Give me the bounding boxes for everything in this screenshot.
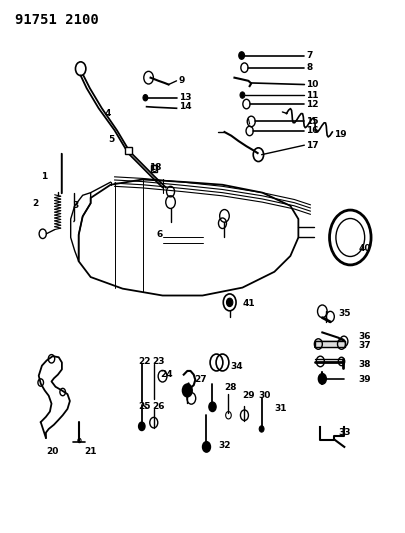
Text: 28: 28	[224, 383, 237, 392]
Circle shape	[240, 92, 245, 98]
Text: 30: 30	[258, 391, 271, 400]
Circle shape	[139, 422, 145, 431]
Circle shape	[239, 52, 245, 59]
Text: 8: 8	[306, 63, 313, 72]
Text: 7: 7	[306, 51, 313, 60]
Text: 37: 37	[358, 341, 371, 350]
Text: 12: 12	[306, 100, 319, 109]
Text: 41: 41	[243, 299, 255, 308]
Text: 40: 40	[358, 244, 371, 253]
Text: 10: 10	[306, 80, 319, 89]
Text: 29: 29	[243, 391, 255, 400]
Circle shape	[143, 94, 148, 101]
Text: 20: 20	[46, 447, 58, 456]
Text: 36: 36	[358, 332, 371, 341]
FancyBboxPatch shape	[151, 165, 158, 172]
Circle shape	[202, 442, 211, 452]
Text: 16: 16	[306, 126, 319, 135]
Circle shape	[259, 426, 264, 432]
Text: 32: 32	[218, 441, 231, 450]
Text: 18: 18	[149, 163, 161, 172]
Text: 25: 25	[139, 402, 151, 411]
Text: 26: 26	[153, 402, 165, 411]
Text: 33: 33	[338, 428, 351, 437]
Circle shape	[209, 402, 216, 411]
Text: 23: 23	[153, 357, 165, 366]
Text: 39: 39	[358, 375, 371, 384]
Text: 21: 21	[85, 447, 97, 456]
Circle shape	[183, 384, 192, 397]
FancyBboxPatch shape	[126, 147, 132, 154]
Text: 19: 19	[334, 130, 347, 139]
Text: 17: 17	[306, 141, 319, 150]
FancyBboxPatch shape	[315, 342, 345, 346]
Text: 35: 35	[338, 310, 351, 319]
Text: 15: 15	[306, 117, 319, 126]
Text: 22: 22	[139, 357, 151, 366]
Text: 4: 4	[104, 109, 111, 118]
Circle shape	[318, 374, 326, 384]
Text: 5: 5	[109, 135, 115, 144]
Text: 6: 6	[157, 230, 163, 239]
Text: 91751 2100: 91751 2100	[15, 13, 98, 27]
Text: 14: 14	[179, 102, 191, 111]
Text: 1: 1	[41, 172, 47, 181]
Circle shape	[226, 298, 233, 306]
Text: 3: 3	[72, 201, 79, 211]
Text: 24: 24	[160, 370, 173, 379]
Text: 9: 9	[179, 76, 185, 85]
Text: 38: 38	[358, 360, 371, 369]
Text: 31: 31	[275, 405, 287, 414]
Text: 2: 2	[33, 199, 39, 208]
Text: 27: 27	[194, 375, 207, 384]
Text: 13: 13	[179, 93, 191, 102]
Text: 34: 34	[230, 362, 243, 371]
Text: 11: 11	[306, 91, 319, 100]
